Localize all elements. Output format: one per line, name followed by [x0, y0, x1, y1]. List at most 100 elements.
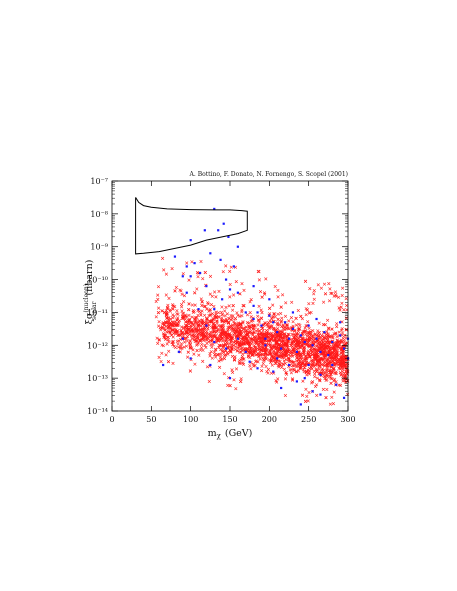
- red-data-point: [234, 387, 238, 391]
- red-data-point: [292, 364, 296, 368]
- blue-data-point: [222, 222, 225, 225]
- red-data-point: [198, 339, 203, 343]
- red-data-point: [331, 401, 336, 406]
- red-data-point: [168, 330, 172, 334]
- red-data-point: [291, 354, 295, 358]
- red-data-point: [272, 327, 276, 331]
- red-data-point: [304, 313, 308, 317]
- red-data-point: [163, 337, 168, 342]
- red-data-point: [302, 365, 307, 370]
- red-data-point: [324, 395, 328, 400]
- red-data-point: [326, 327, 331, 331]
- red-data-point: [230, 308, 235, 312]
- red-data-point: [317, 321, 321, 325]
- red-data-point: [240, 281, 244, 286]
- red-data-point: [321, 357, 326, 361]
- red-data-point: [210, 345, 214, 349]
- red-data-point: [334, 294, 338, 298]
- red-data-point: [213, 347, 218, 351]
- red-data-point: [164, 313, 169, 318]
- red-data-point: [312, 338, 316, 343]
- red-data-point: [344, 336, 348, 340]
- red-data-point: [185, 355, 190, 359]
- red-data-point: [222, 350, 226, 355]
- red-data-point: [234, 327, 238, 332]
- red-data-point: [209, 312, 213, 317]
- red-data-point: [267, 306, 272, 311]
- red-data-point: [284, 350, 288, 355]
- red-data-point: [214, 295, 218, 299]
- red-data-point: [327, 361, 331, 365]
- blue-data-point: [315, 337, 318, 340]
- blue-data-point: [260, 324, 263, 327]
- red-data-point: [251, 362, 255, 366]
- red-data-point: [279, 319, 284, 323]
- red-data-point: [259, 340, 263, 345]
- red-data-point: [160, 256, 165, 261]
- red-data-point: [256, 323, 260, 327]
- red-data-point: [217, 344, 222, 348]
- red-data-point: [327, 347, 332, 352]
- blue-data-point: [181, 337, 184, 340]
- red-data-point: [237, 323, 241, 327]
- y-tick-label: 10⁻⁷: [90, 177, 108, 186]
- red-data-point: [322, 350, 326, 354]
- red-data-point: [315, 359, 319, 363]
- red-data-point: [310, 380, 315, 384]
- red-data-point: [188, 332, 192, 337]
- red-data-point: [289, 371, 294, 375]
- red-data-point: [272, 359, 276, 363]
- red-data-point: [309, 349, 313, 353]
- red-data-point: [182, 340, 187, 344]
- red-data-point: [335, 347, 339, 351]
- red-data-point: [304, 387, 308, 391]
- red-data-point: [175, 318, 179, 322]
- red-data-point: [240, 356, 244, 361]
- red-data-point: [209, 350, 213, 354]
- red-data-point: [157, 355, 161, 360]
- red-data-point: [225, 340, 229, 344]
- red-data-point: [242, 330, 246, 334]
- red-data-point: [179, 325, 184, 329]
- red-data-point: [341, 336, 345, 341]
- blue-data-point: [287, 363, 291, 367]
- red-data-point: [296, 369, 301, 373]
- red-data-point: [328, 402, 333, 406]
- red-data-point: [208, 308, 212, 313]
- red-data-point: [188, 339, 192, 343]
- red-data-point: [193, 316, 197, 321]
- red-data-point: [269, 346, 274, 350]
- red-data-point: [156, 310, 161, 315]
- red-data-point: [158, 326, 162, 330]
- red-data-point: [245, 313, 250, 317]
- red-data-point: [254, 352, 259, 357]
- red-data-point: [256, 360, 260, 364]
- red-data-point: [212, 325, 217, 330]
- red-data-point: [217, 365, 222, 370]
- red-data-point: [228, 295, 232, 299]
- red-data-point: [335, 324, 339, 329]
- red-data-point: [284, 301, 288, 305]
- red-data-point: [214, 348, 218, 352]
- red-data-point: [285, 334, 289, 339]
- red-data-point: [162, 323, 166, 327]
- red-data-point: [248, 331, 252, 335]
- red-data-point: [254, 359, 259, 363]
- red-data-point: [244, 337, 249, 341]
- red-data-point: [156, 293, 160, 297]
- red-data-point: [181, 300, 186, 304]
- red-data-point: [183, 317, 187, 321]
- blue-data-point: [291, 327, 295, 330]
- red-data-point: [248, 310, 252, 315]
- red-data-point: [167, 349, 171, 353]
- blue-data-point: [319, 393, 322, 396]
- blue-data-point: [339, 321, 342, 324]
- red-data-point: [338, 371, 343, 375]
- red-data-point: [272, 334, 276, 338]
- red-data-point: [205, 307, 209, 311]
- blue-data-point: [311, 390, 314, 393]
- red-data-point: [166, 320, 170, 324]
- red-data-point: [210, 294, 214, 298]
- red-data-point: [223, 349, 228, 353]
- red-data-point: [192, 309, 196, 314]
